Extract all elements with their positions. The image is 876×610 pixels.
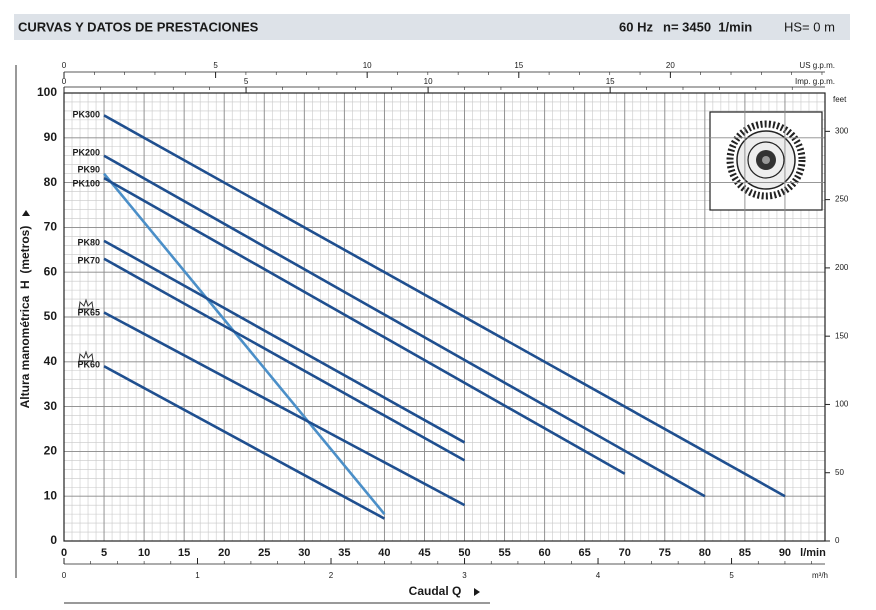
x-tick-label: 60 [539,547,551,559]
y-tick-label: 10 [44,488,58,502]
x-tick-label: 35 [338,547,350,559]
series-label: PK90 [77,164,100,174]
y-tick-label: 30 [44,399,58,413]
crown-icon [78,298,94,362]
x-tick-label: 50 [458,547,470,559]
m3h-tick-label: 5 [729,571,734,580]
plot-frame [63,92,826,542]
series-label: PK100 [72,178,100,188]
y2-tick-label: 200 [835,263,849,272]
x-tick-label: 25 [258,547,270,559]
x-tick-label: 10 [138,547,150,559]
x-tick-label: 45 [418,547,430,559]
curve [103,154,706,498]
y2-tick-label: 300 [835,126,849,135]
y-tick-label: 0 [50,533,57,547]
pump-image [709,111,823,211]
x-tick-label: 85 [739,547,751,559]
x-tick-label: 75 [659,547,671,559]
us-gpm-unit: US g.p.m. [799,61,835,70]
x-tick-label: 55 [498,547,510,559]
y-tick-label: 20 [44,444,58,458]
us-gpm-tick-label: 20 [666,61,675,70]
x-tick-label: 65 [579,547,591,559]
curve [103,239,466,444]
us-gpm-tick-label: 15 [514,61,523,70]
curve [103,257,466,462]
y-axis-title: Altura manométrica H (metros) [18,226,32,409]
curve [103,176,626,475]
curve [103,172,386,515]
y-tick-label: 90 [44,130,58,144]
y-tick-label: 70 [44,220,58,234]
frequency: 60 Hz [619,19,653,34]
m3h-tick-label: 2 [329,571,334,580]
m3h-unit: m³/h [812,571,828,580]
imp-gpm-unit: Imp. g.p.m. [795,77,835,86]
y2-tick-label: 150 [835,331,849,340]
arrow-icon [22,210,30,216]
speed: n= 3450 1/min [663,19,752,34]
us-gpm-tick-label: 5 [213,61,218,70]
imp-gpm-tick-label: 5 [244,77,249,86]
series-label: PK65 [77,307,100,317]
y2-tick-label: 0 [835,536,840,545]
x-tick-label: 80 [699,547,711,559]
x-tick-label: 40 [378,547,390,559]
m3h-tick-label: 0 [62,571,67,580]
x-tick-label: 70 [619,547,631,559]
arrow-icon [474,588,480,596]
imp-gpm-tick-label: 15 [606,77,615,86]
x-tick-label: 20 [218,547,230,559]
y-tick-label: 50 [44,309,58,323]
curve [103,114,786,498]
series-label: PK70 [77,255,100,265]
x-tick-label: 30 [298,547,310,559]
x-unit: l/min [800,547,826,559]
y2-unit: feet [833,95,847,104]
x-tick-label: 0 [61,547,67,559]
m3h-tick-label: 1 [195,571,200,580]
suction-height: HS= 0 m [784,19,835,34]
y2-tick-label: 250 [835,195,849,204]
series-label: PK80 [77,237,100,247]
us-gpm-tick-label: 0 [62,61,67,70]
chart-title: CURVAS Y DATOS DE PRESTACIONES [18,19,259,34]
imp-gpm-tick-label: 0 [62,77,67,86]
us-gpm-tick-label: 10 [363,61,372,70]
m3h-tick-label: 4 [596,571,601,580]
y-tick-label: 100 [37,85,57,99]
header-bar [14,14,850,40]
m3h-tick-label: 3 [462,571,467,580]
y-tick-label: 40 [44,354,58,368]
y-tick-label: 80 [44,175,58,189]
curve [103,311,466,507]
curve [103,365,386,520]
series-label: PK300 [72,109,100,119]
y-tick-label: 60 [44,264,58,278]
series-label: PK60 [77,359,100,369]
imp-gpm-tick-label: 10 [424,77,433,86]
x-tick-label: 15 [178,547,190,559]
x-axis-title: Caudal Q [409,584,462,598]
series-label: PK200 [72,147,100,157]
y2-tick-label: 50 [835,468,844,477]
x-tick-label: 5 [101,547,107,559]
y2-tick-label: 100 [835,400,849,409]
x-tick-label: 90 [779,547,791,559]
